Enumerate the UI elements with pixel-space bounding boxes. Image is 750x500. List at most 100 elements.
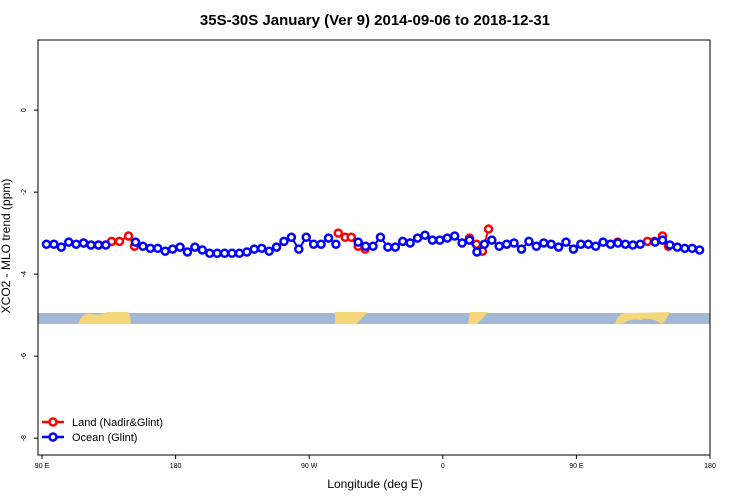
land-ocean-strip [38, 312, 710, 324]
x-tick-label: 0 [441, 463, 445, 470]
plot-frame [37, 39, 711, 456]
data-point [353, 237, 363, 247]
data-point [160, 246, 170, 256]
legend-marker [48, 417, 58, 427]
data-point [590, 241, 601, 252]
data-point [538, 238, 549, 248]
data-point [264, 246, 274, 256]
data-point [568, 244, 579, 254]
data-point [227, 248, 237, 258]
data-point [635, 239, 645, 249]
data-point [457, 238, 467, 248]
data-point [234, 248, 245, 258]
data-point [153, 243, 163, 254]
data-point [620, 239, 631, 249]
data-point [583, 239, 594, 249]
x-tick-label: 90 E [35, 463, 50, 470]
data-point [130, 237, 141, 247]
data-point [167, 244, 178, 254]
x-tick-label: 90 W [301, 463, 318, 470]
data-point [665, 240, 675, 250]
data-point [197, 245, 208, 255]
data-point [256, 243, 267, 254]
x-tick-label: 180 [704, 463, 716, 470]
data-point [657, 235, 668, 245]
legend-label: Land (Nadir&Glint) [72, 417, 163, 429]
data-point [286, 232, 297, 242]
data-point [672, 242, 683, 252]
data-point [442, 233, 453, 243]
y-axis-label: XCO2 - MLO trend (ppm) [0, 179, 13, 314]
data-point [331, 239, 341, 249]
data-point [308, 239, 319, 249]
data-point [212, 248, 222, 258]
data-point [420, 230, 430, 240]
x-axis-label: Longitude (deg E) [327, 477, 422, 491]
data-point [390, 242, 401, 252]
legend-label: Ocean (Glint) [72, 432, 137, 444]
data-point [41, 239, 52, 249]
data-point [650, 237, 660, 247]
data-point [561, 237, 571, 247]
data-point [494, 241, 504, 252]
data-point [242, 247, 252, 257]
data-point [576, 239, 586, 249]
x-tick-label: 180 [170, 463, 182, 470]
data-point [323, 233, 334, 243]
data-point [145, 243, 156, 254]
data-point [271, 242, 282, 252]
data-point [49, 239, 59, 249]
data-point [182, 247, 193, 257]
data-point [516, 244, 527, 254]
data-point [138, 241, 148, 252]
data-point [219, 248, 230, 258]
data-point [204, 248, 215, 258]
data-point [546, 239, 556, 249]
data-point [427, 235, 438, 245]
data-point [368, 241, 378, 252]
y-tick-label: -8 [21, 435, 28, 441]
data-point [93, 240, 104, 250]
data-point [301, 232, 311, 242]
data-point [483, 224, 494, 234]
data-point [190, 242, 200, 252]
data-point [435, 235, 445, 245]
data-point [613, 238, 623, 248]
y-tick-label: -4 [21, 271, 28, 277]
data-point [249, 244, 260, 254]
data-point [479, 239, 490, 249]
y-tick-label: -2 [21, 189, 28, 195]
data-point [279, 236, 289, 247]
data-point [501, 239, 512, 249]
data-point [449, 231, 460, 241]
data-point [78, 238, 89, 248]
data-point [383, 242, 393, 252]
data-point [412, 233, 423, 243]
data-point [101, 240, 111, 250]
data-point [605, 239, 616, 249]
data-point [487, 235, 497, 245]
data-point [56, 242, 67, 252]
legend-marker [48, 432, 58, 442]
data-point [175, 242, 185, 252]
data-point [71, 239, 81, 249]
data-point [628, 240, 638, 250]
data-point [86, 240, 96, 250]
y-tick-label: -6 [21, 353, 28, 359]
data-point [531, 241, 542, 252]
data-point [360, 241, 371, 252]
data-point [333, 228, 344, 238]
data-point [687, 243, 697, 254]
data-point [472, 247, 482, 257]
data-point [694, 245, 705, 255]
data-point [464, 235, 475, 245]
data-point [294, 244, 304, 254]
y-tick-label: 0 [21, 108, 28, 112]
data-point [680, 243, 690, 254]
data-point [123, 231, 134, 241]
x-tick-label: 90 E [569, 463, 584, 470]
data-point [346, 232, 356, 242]
chart-title: 35S-30S January (Ver 9) 2014-09-06 to 20… [200, 12, 550, 29]
data-point [397, 236, 408, 247]
